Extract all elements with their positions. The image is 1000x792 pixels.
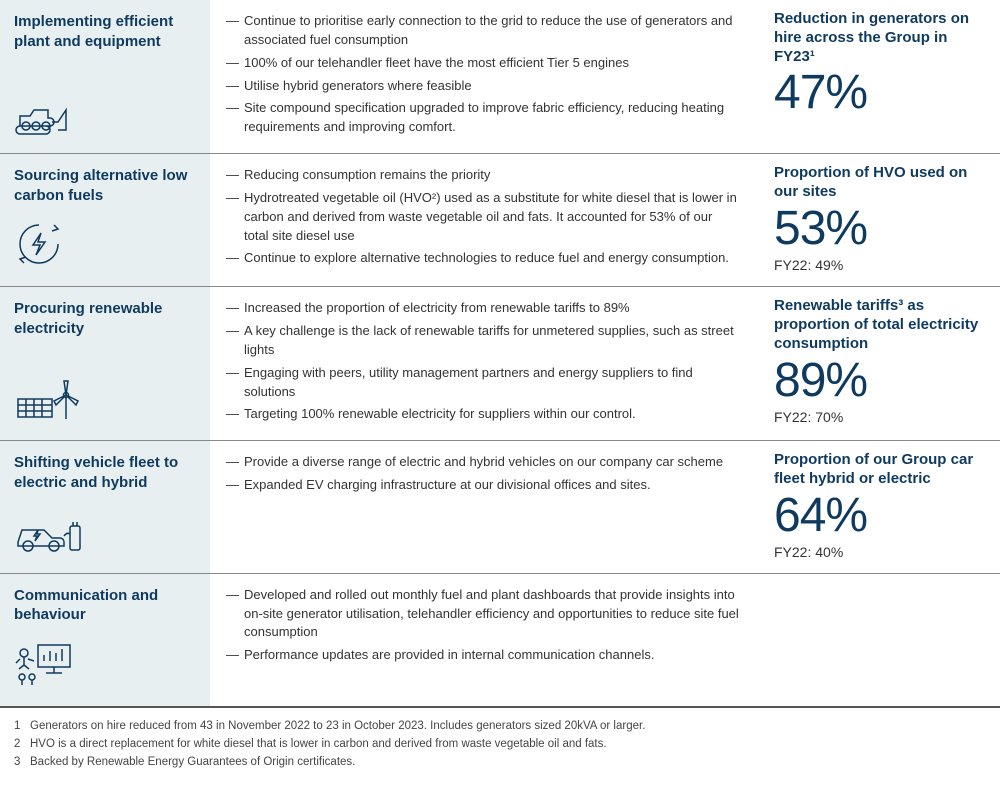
bulldozer-icon bbox=[14, 96, 196, 141]
bullet-item: Utilise hybrid generators where feasible bbox=[226, 77, 740, 96]
footnote-num: 1 bbox=[14, 718, 30, 734]
bullet-item: Reducing consumption remains the priorit… bbox=[226, 166, 740, 185]
content-row: Implementing efficient plant and equipme… bbox=[0, 0, 1000, 154]
content-row: Sourcing alternative low carbon fuels Red… bbox=[0, 154, 1000, 287]
stat-prev: FY22: 70% bbox=[774, 408, 990, 428]
bullet-item: Hydrotreated vegetable oil (HVO²) used a… bbox=[226, 189, 740, 246]
row-bullets: Increased the proportion of electricity … bbox=[210, 287, 760, 440]
energy-cycle-icon bbox=[14, 219, 196, 274]
row-bullets: Reducing consumption remains the priorit… bbox=[210, 154, 760, 286]
footnote-text: Generators on hire reduced from 43 in No… bbox=[30, 718, 645, 734]
stat-prev: FY22: 49% bbox=[774, 256, 990, 276]
bullet-item: Developed and rolled out monthly fuel an… bbox=[226, 586, 740, 643]
footnotes: 1Generators on hire reduced from 43 in N… bbox=[0, 708, 1000, 792]
content-row: Procuring renewable electricity Increased… bbox=[0, 287, 1000, 441]
footnote-num: 2 bbox=[14, 736, 30, 752]
stat-label: Reduction in generators on hire across t… bbox=[774, 10, 990, 66]
bullet-item: Site compound specification upgraded to … bbox=[226, 99, 740, 137]
row-stat: Reduction in generators on hire across t… bbox=[760, 0, 1000, 153]
bullet-item: Continue to explore alternative technolo… bbox=[226, 249, 740, 268]
ev-car-icon bbox=[14, 512, 196, 561]
row-title: Implementing efficient plant and equipme… bbox=[14, 12, 196, 51]
solar-wind-icon bbox=[14, 375, 196, 428]
row-stat bbox=[760, 574, 1000, 706]
row-title: Sourcing alternative low carbon fuels bbox=[14, 166, 196, 205]
row-left: Procuring renewable electricity bbox=[0, 287, 210, 440]
footnote: 2HVO is a direct replacement for white d… bbox=[14, 736, 986, 752]
footnote-text: Backed by Renewable Energy Guarantees of… bbox=[30, 754, 355, 770]
bullet-item: Increased the proportion of electricity … bbox=[226, 299, 740, 318]
stat-label: Proportion of HVO used on our sites bbox=[774, 164, 990, 202]
bullet-item: Engaging with peers, utility management … bbox=[226, 364, 740, 402]
footnote-num: 3 bbox=[14, 754, 30, 770]
bullet-item: 100% of our telehandler fleet have the m… bbox=[226, 54, 740, 73]
bullet-item: Targeting 100% renewable electricity for… bbox=[226, 405, 740, 424]
bullet-item: Provide a diverse range of electric and … bbox=[226, 453, 740, 472]
stat-value: 53% bbox=[774, 204, 990, 254]
footnote-text: HVO is a direct replacement for white di… bbox=[30, 736, 607, 752]
content-row: Communication and behaviour Developed and… bbox=[0, 574, 1000, 708]
stat-value: 89% bbox=[774, 356, 990, 406]
stat-label: Renewable tariffs³ as proportion of tota… bbox=[774, 297, 990, 353]
stat-value: 47% bbox=[774, 68, 990, 118]
bullet-item: Performance updates are provided in inte… bbox=[226, 646, 740, 665]
stat-label: Proportion of our Group car fleet hybrid… bbox=[774, 451, 990, 489]
stat-prev: FY22: 40% bbox=[774, 543, 990, 563]
row-bullets: Developed and rolled out monthly fuel an… bbox=[210, 574, 760, 706]
row-stat: Proportion of our Group car fleet hybrid… bbox=[760, 441, 1000, 572]
footnote: 1Generators on hire reduced from 43 in N… bbox=[14, 718, 986, 734]
bullet-item: A key challenge is the lack of renewable… bbox=[226, 322, 740, 360]
footnote: 3Backed by Renewable Energy Guarantees o… bbox=[14, 754, 986, 770]
row-stat: Renewable tariffs³ as proportion of tota… bbox=[760, 287, 1000, 440]
presentation-icon bbox=[14, 639, 196, 694]
row-left: Implementing efficient plant and equipme… bbox=[0, 0, 210, 153]
row-bullets: Provide a diverse range of electric and … bbox=[210, 441, 760, 572]
content-row: Shifting vehicle fleet to electric and h… bbox=[0, 441, 1000, 573]
row-left: Communication and behaviour bbox=[0, 574, 210, 706]
row-bullets: Continue to prioritise early connection … bbox=[210, 0, 760, 153]
row-left: Sourcing alternative low carbon fuels bbox=[0, 154, 210, 286]
bullet-item: Continue to prioritise early connection … bbox=[226, 12, 740, 50]
row-title: Communication and behaviour bbox=[14, 586, 196, 625]
row-left: Shifting vehicle fleet to electric and h… bbox=[0, 441, 210, 572]
bullet-item: Expanded EV charging infrastructure at o… bbox=[226, 476, 740, 495]
content-table: Implementing efficient plant and equipme… bbox=[0, 0, 1000, 708]
stat-value: 64% bbox=[774, 491, 990, 541]
row-stat: Proportion of HVO used on our sites53%FY… bbox=[760, 154, 1000, 286]
row-title: Shifting vehicle fleet to electric and h… bbox=[14, 453, 196, 492]
row-title: Procuring renewable electricity bbox=[14, 299, 196, 338]
